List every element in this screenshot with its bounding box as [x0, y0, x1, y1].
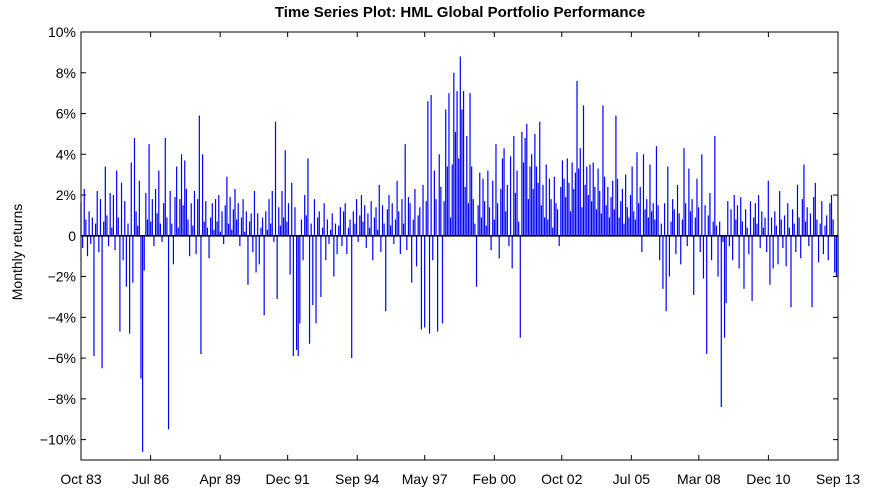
x-tick-label: Oct 83: [60, 471, 101, 487]
y-tick-label: 2%: [56, 187, 76, 203]
x-tick-label: Apr 89: [200, 471, 241, 487]
x-tick-label: Jul 05: [613, 471, 651, 487]
x-tick-label: Feb 00: [472, 471, 516, 487]
y-tick-label: 4%: [56, 146, 76, 162]
y-tick-label: 6%: [56, 106, 76, 122]
x-tick-label: Jul 86: [132, 471, 170, 487]
bars: [80, 56, 839, 452]
y-tick-label: 0: [68, 228, 76, 244]
y-tick-label: 10%: [48, 24, 76, 40]
x-tick-label: Dec 91: [265, 471, 310, 487]
y-tick-label: −10%: [40, 432, 76, 448]
y-axis-title: Monthly returns: [9, 204, 25, 300]
x-tick-label: Oct 02: [541, 471, 582, 487]
x-tick-label: Sep 94: [335, 471, 380, 487]
x-tick-label: May 97: [402, 471, 448, 487]
chart-title: Time Series Plot: HML Global Portfolio P…: [274, 4, 646, 21]
y-tick-label: 8%: [56, 65, 76, 81]
x-tick-label: Dec 10: [746, 471, 791, 487]
y-axis: −10% −8% −6% −4% −2% 0 2% 4% 6% 8% 10%: [40, 24, 838, 448]
x-tick-label: Sep 13: [816, 471, 861, 487]
x-tick-label: Mar 08: [677, 471, 721, 487]
y-tick-label: −6%: [48, 350, 76, 366]
y-tick-label: −8%: [48, 391, 76, 407]
y-tick-label: −2%: [48, 269, 76, 285]
y-tick-label: −4%: [48, 309, 76, 325]
plot-frame: [80, 31, 839, 461]
x-axis: Oct 83 Jul 86 Apr 89 Dec 91 Sep 94 May 97 Feb …: [60, 32, 860, 487]
